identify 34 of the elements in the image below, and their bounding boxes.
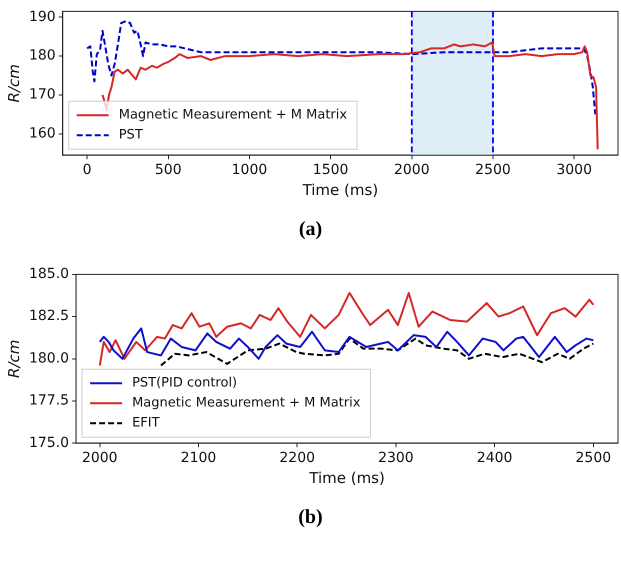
x-tick-label: 1000 (232, 162, 268, 178)
legend-label: PST (118, 128, 143, 143)
legend-label: Magnetic Measurement + M Matrix (132, 396, 361, 411)
text: (a) (298, 217, 324, 242)
y-tick-label: 160 (28, 125, 56, 142)
y-tick-label: 180 (28, 48, 56, 64)
x-tick-label: 2100 (180, 450, 216, 466)
x-tick-label: 0 (82, 162, 92, 178)
x-tick-label: 2400 (476, 450, 512, 466)
x-tick-label: 2200 (279, 450, 316, 466)
y-tick-label: 170 (28, 86, 56, 103)
legend-label: Magnetic Measurement + M Matrix (118, 108, 348, 123)
x-tick-label: 2300 (378, 450, 414, 466)
x-tick-label: 2000 (394, 162, 430, 178)
legend-label: EFIT (132, 416, 160, 431)
x-tick-label: 500 (154, 162, 182, 178)
y-tick-label: 190 (28, 8, 56, 25)
y-tick-label: 177.5 (28, 392, 70, 409)
y-tick-label: 180.0 (28, 350, 70, 366)
x-axis-title: Time (ms) (308, 468, 385, 487)
y-tick-label: 185.0 (28, 266, 70, 282)
y-axis-title: R/cm (4, 64, 23, 102)
x-tick-label: 1500 (312, 162, 348, 178)
x-tick-label: 3000 (556, 162, 592, 178)
x-tick-label: 2000 (82, 450, 118, 466)
line-series (160, 338, 594, 367)
x-axis-title: Time (ms) (302, 180, 378, 199)
x-tick-label: 2500 (475, 162, 511, 178)
y-tick-label: 175.0 (28, 434, 70, 451)
y-tick-label: 182.5 (28, 308, 70, 324)
legend-label: PST(PID control) (132, 376, 238, 391)
y-axis-title: R/cm (4, 340, 23, 378)
x-tick-label: 2500 (576, 450, 612, 466)
text: (b) (297, 505, 324, 530)
